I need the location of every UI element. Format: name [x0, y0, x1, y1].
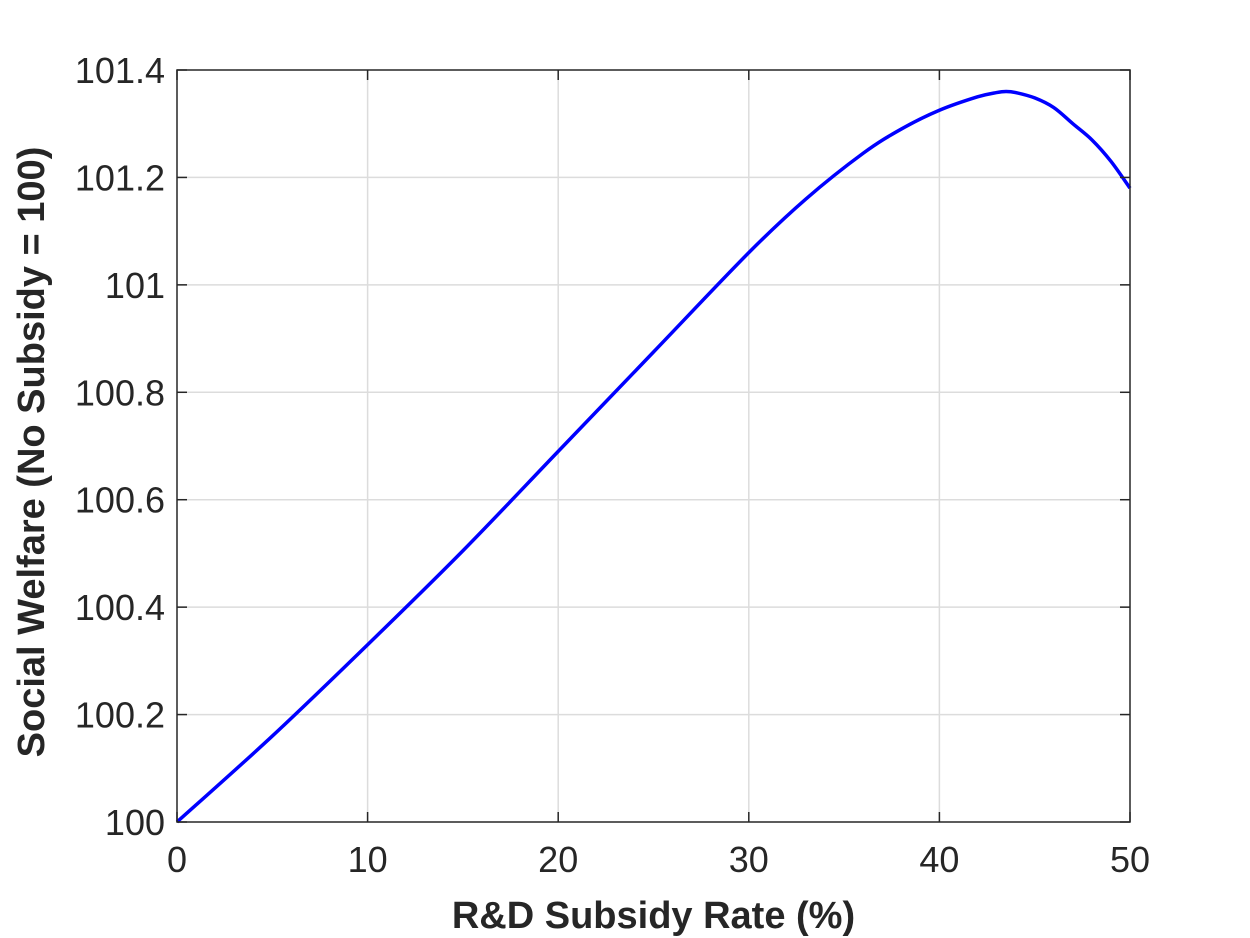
series-line: [175, 89, 1132, 824]
y-tick-label: 101: [105, 265, 165, 306]
y-tick-label: 100: [105, 802, 165, 843]
x-tick-label: 20: [538, 839, 578, 880]
series-layer: [175, 89, 1132, 824]
x-tick-label: 10: [348, 839, 388, 880]
y-tick-label: 101.2: [75, 157, 165, 198]
y-tick-label: 100.6: [75, 480, 165, 521]
x-tick-label: 50: [1110, 839, 1150, 880]
x-tick-label: 30: [729, 839, 769, 880]
axis-ticks: [176, 69, 1131, 823]
x-tick-labels: 0 10 20 30 40 50: [167, 839, 1150, 880]
y-tick-label: 100.2: [75, 695, 165, 736]
plot-frame: [176, 69, 1131, 823]
x-tick-label: 40: [919, 839, 959, 880]
y-axis-title: Social Welfare (No Subsidy = 100): [11, 147, 53, 758]
x-tick-label: 0: [167, 839, 187, 880]
x-axis-title: R&D Subsidy Rate (%): [452, 895, 855, 937]
y-tick-label: 100.8: [75, 372, 165, 413]
grid-lines: [177, 70, 1130, 822]
y-tick-label: 100.4: [75, 587, 165, 628]
y-tick-label: 101.4: [75, 50, 165, 91]
y-tick-labels: 100 100.2 100.4 100.6 100.8 101 101.2 101.4: [75, 50, 165, 843]
